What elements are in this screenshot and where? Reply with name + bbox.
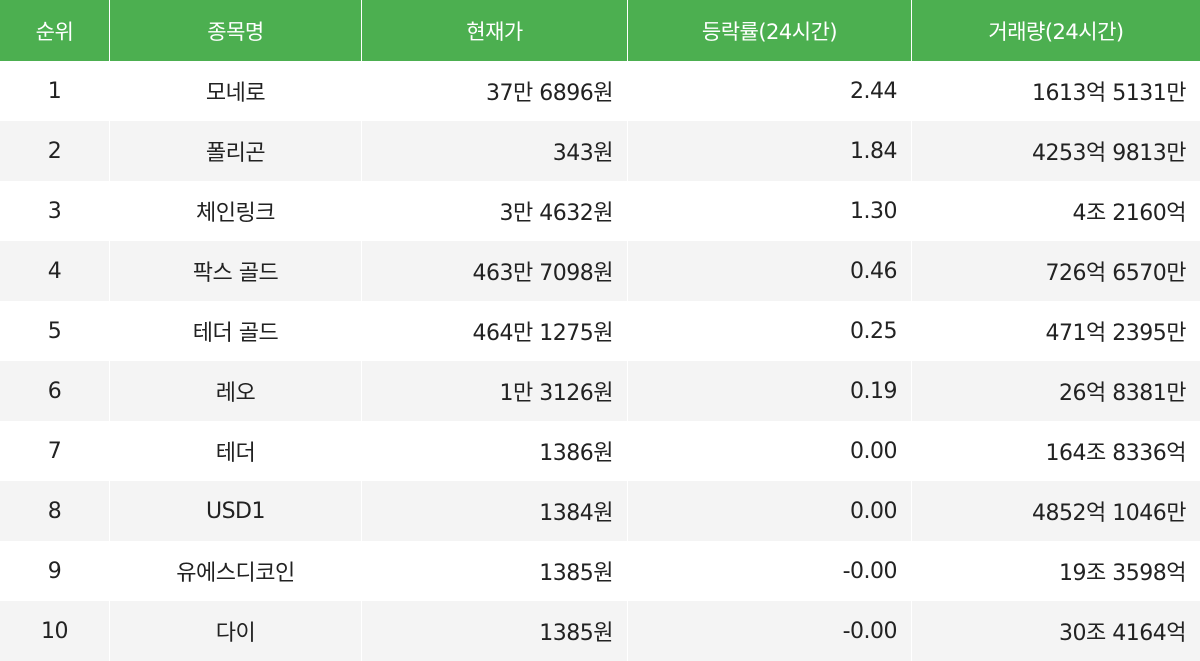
- table-row: 9 유에스디코인 1385원 -0.00 19조 3598억: [0, 541, 1200, 601]
- rank-cell: 5: [0, 301, 110, 361]
- rank-cell: 9: [0, 541, 110, 601]
- price-cell: 464만 1275원: [362, 301, 628, 361]
- table-row: 8 USD1 1384원 0.00 4852억 1046만: [0, 481, 1200, 541]
- table-row: 1 모네로 37만 6896원 2.44 1613억 5131만: [0, 61, 1200, 121]
- rank-cell: 2: [0, 121, 110, 181]
- name-cell: 팍스 골드: [110, 241, 362, 301]
- header-volume: 거래량(24시간): [988, 19, 1124, 44]
- name-cell: 테더: [110, 421, 362, 481]
- volume-cell: 30조 4164억: [1059, 621, 1186, 646]
- price-cell: 1386원: [362, 421, 628, 481]
- table-header-row: 순위 종목명 현재가 등락률(24시간) 거래량(24시간): [0, 0, 1200, 61]
- price-cell: 3만 4632원: [362, 181, 628, 241]
- rank-cell: 8: [0, 481, 110, 541]
- price-cell: 343원: [362, 121, 628, 181]
- change-cell: 2.44: [628, 61, 912, 121]
- volume-cell: 4253억 9813만: [1032, 141, 1186, 166]
- name-cell: 다이: [110, 601, 362, 661]
- table-row: 5 테더 골드 464만 1275원 0.25 471억 2395만: [0, 301, 1200, 361]
- price-cell: 1만 3126원: [362, 361, 628, 421]
- volume-cell: 1613억 5131만: [1032, 81, 1186, 106]
- name-cell: 유에스디코인: [110, 541, 362, 601]
- price-cell: 1384원: [362, 481, 628, 541]
- rank-cell: 6: [0, 361, 110, 421]
- change-cell: -0.00: [628, 601, 912, 661]
- name-cell: 모네로: [110, 61, 362, 121]
- name-cell: 체인링크: [110, 181, 362, 241]
- header-price: 현재가: [362, 0, 628, 61]
- table-row: 6 레오 1만 3126원 0.19 26억 8381만: [0, 361, 1200, 421]
- volume-cell: 4852억 1046만: [1032, 501, 1186, 526]
- volume-cell: 726억 6570만: [1045, 261, 1187, 286]
- price-cell: 37만 6896원: [362, 61, 628, 121]
- table-row: 7 테더 1386원 0.00 164조 8336억: [0, 421, 1200, 481]
- change-cell: 0.46: [628, 241, 912, 301]
- volume-cell: 19조 3598억: [1059, 561, 1186, 586]
- volume-cell: 4조 2160억: [1072, 201, 1187, 226]
- rank-cell: 7: [0, 421, 110, 481]
- price-cell: 1385원: [362, 541, 628, 601]
- price-cell: 1385원: [362, 601, 628, 661]
- header-name: 종목명: [110, 0, 362, 61]
- volume-cell: 26억 8381만: [1059, 381, 1186, 406]
- volume-cell: 471억 2395만: [1045, 321, 1187, 346]
- change-cell: 0.00: [628, 421, 912, 481]
- rank-cell: 4: [0, 241, 110, 301]
- change-cell: 0.19: [628, 361, 912, 421]
- change-cell: 1.30: [628, 181, 912, 241]
- rank-cell: 1: [0, 61, 110, 121]
- header-change: 등락률(24시간): [628, 0, 912, 61]
- change-cell: 0.25: [628, 301, 912, 361]
- name-cell: 폴리곤: [110, 121, 362, 181]
- table-row: 3 체인링크 3만 4632원 1.30 4조 2160억: [0, 181, 1200, 241]
- rank-cell: 10: [0, 601, 110, 661]
- table-row: 10 다이 1385원 -0.00 30조 4164억: [0, 601, 1200, 661]
- name-cell: 테더 골드: [110, 301, 362, 361]
- name-cell: 레오: [110, 361, 362, 421]
- name-cell: USD1: [110, 481, 362, 541]
- volume-cell: 164조 8336억: [1045, 441, 1187, 466]
- change-cell: 1.84: [628, 121, 912, 181]
- price-cell: 463만 7098원: [362, 241, 628, 301]
- table-row: 4 팍스 골드 463만 7098원 0.46 726억 6570만: [0, 241, 1200, 301]
- change-cell: -0.00: [628, 541, 912, 601]
- table-row: 2 폴리곤 343원 1.84 4253억 9813만: [0, 121, 1200, 181]
- rank-cell: 3: [0, 181, 110, 241]
- change-cell: 0.00: [628, 481, 912, 541]
- header-rank: 순위: [0, 0, 110, 61]
